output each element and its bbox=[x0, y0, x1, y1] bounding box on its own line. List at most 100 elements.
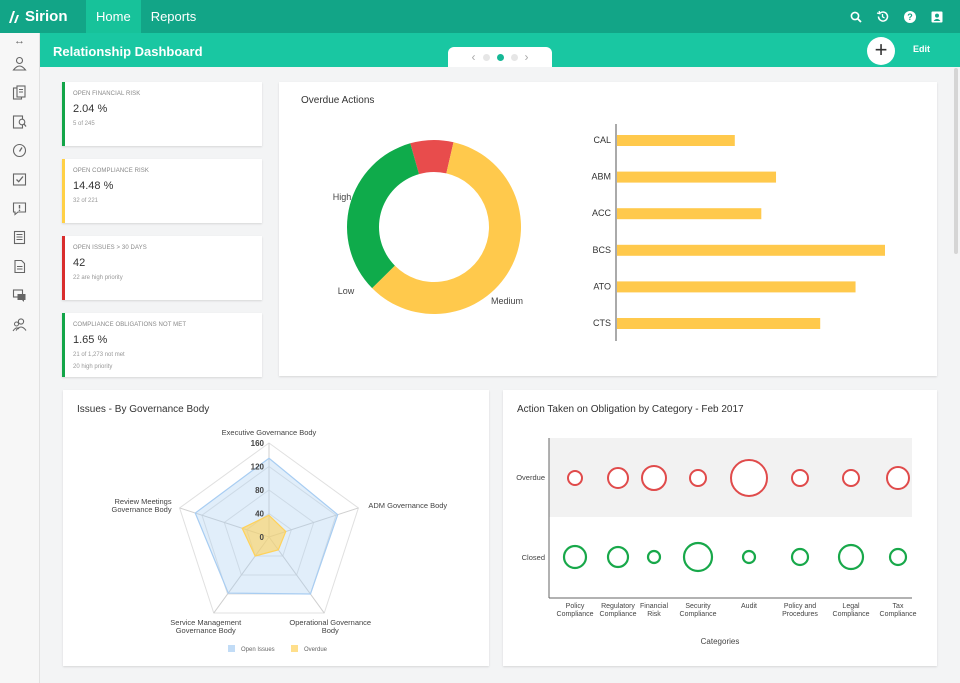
bar-category-label: BCS bbox=[592, 245, 611, 255]
overdue-actions-chart: High Medium Low CAL ABM ACC BCS ATO CTS bbox=[333, 124, 885, 341]
overdue-actions-card: Overdue Actions High Medium Low CAL ABM ACC BC… bbox=[279, 82, 937, 376]
radar-axis-label: Governance Body bbox=[112, 505, 172, 514]
kpi-accent bbox=[62, 82, 65, 146]
kpi-label: OPEN COMPLIANCE RISK bbox=[73, 168, 150, 174]
kpi-label: COMPLIANCE OBLIGATIONS NOT MET bbox=[73, 322, 187, 328]
bar-abm bbox=[617, 171, 777, 183]
contracts-icon[interactable] bbox=[0, 78, 39, 107]
category-label: Financial bbox=[640, 603, 668, 610]
kpi-label: OPEN FINANCIAL RISK bbox=[73, 91, 141, 97]
kpi-card-obligations[interactable]: COMPLIANCE OBLIGATIONS NOT MET 1.65 % 21… bbox=[62, 313, 262, 377]
page-header: Relationship Dashboard ‹ › + Edit bbox=[40, 33, 960, 67]
bar-bcs bbox=[617, 244, 885, 256]
kpi-card-financial-risk[interactable]: OPEN FINANCIAL RISK 2.04 % 5 of 245 bbox=[62, 82, 262, 146]
pager-prev-icon[interactable]: ‹ bbox=[471, 50, 476, 64]
pager-dot[interactable] bbox=[510, 53, 518, 61]
bubble-closed bbox=[790, 547, 810, 567]
pager-dot[interactable] bbox=[482, 53, 490, 61]
bubble-overdue bbox=[730, 459, 768, 497]
add-widget-button[interactable]: + bbox=[867, 37, 895, 65]
sirion-logo-icon bbox=[9, 10, 19, 23]
kpi-value: 14.48 % bbox=[73, 180, 114, 192]
history-icon[interactable] bbox=[869, 10, 896, 23]
expand-sidebar-icon[interactable]: ↔ bbox=[14, 35, 25, 47]
category-label: Policy and bbox=[784, 603, 816, 610]
bar-ato bbox=[617, 281, 856, 293]
document-icon[interactable] bbox=[0, 252, 39, 281]
bubble-closed bbox=[562, 544, 588, 570]
bar-category-label: CAL bbox=[593, 135, 611, 145]
category-label: Audit bbox=[741, 603, 757, 610]
sidebar: ↔ bbox=[0, 33, 40, 683]
legend-swatch bbox=[291, 645, 298, 652]
bar-category-label: ABM bbox=[591, 172, 611, 182]
legend-label: Overdue bbox=[304, 647, 328, 653]
kpi-accent bbox=[62, 313, 65, 377]
bubble-closed bbox=[741, 549, 757, 565]
bar-category-label: ATO bbox=[593, 281, 611, 291]
bubble-overdue bbox=[641, 465, 667, 491]
kpi-value: 2.04 % bbox=[73, 103, 108, 115]
category-label: Compliance bbox=[833, 611, 870, 618]
pager-next-icon[interactable]: › bbox=[524, 50, 529, 64]
radar-axis-label: Review Meetings bbox=[114, 497, 171, 506]
donut-label: Low bbox=[338, 286, 355, 296]
kpi-card-open-issues[interactable]: OPEN ISSUES > 30 DAYS 42 22 are high pri… bbox=[62, 236, 262, 300]
donut-label: High bbox=[333, 192, 352, 202]
legend-swatch bbox=[228, 645, 235, 652]
donut-slice-medium bbox=[372, 142, 521, 314]
radar-axis-label: Governance Body bbox=[176, 626, 236, 635]
radar-series-overdue bbox=[241, 514, 287, 557]
category-label: Procedures bbox=[782, 611, 818, 618]
sirion-logo[interactable]: Sirion bbox=[0, 0, 86, 33]
scrollbar[interactable] bbox=[954, 68, 958, 254]
bubble-overdue bbox=[791, 469, 809, 487]
kpi-sub: 22 are high priority bbox=[73, 275, 123, 281]
overdue-actions-title: Overdue Actions bbox=[301, 95, 375, 106]
radar-tick-label: 160 bbox=[251, 439, 265, 448]
category-label: Policy bbox=[566, 603, 585, 610]
search-icon[interactable] bbox=[842, 11, 869, 23]
kpi-value: 1.65 % bbox=[73, 334, 108, 346]
invoice-icon[interactable] bbox=[0, 223, 39, 252]
donut-slice-low bbox=[347, 143, 419, 289]
bar-category-label: ACC bbox=[592, 208, 612, 218]
help-icon[interactable]: ? bbox=[896, 10, 923, 23]
alert-icon[interactable] bbox=[0, 194, 39, 223]
kpi-sub: 5 of 245 bbox=[73, 121, 95, 127]
bubble-closed bbox=[606, 545, 630, 569]
row-label: Closed bbox=[522, 553, 545, 562]
pager-dot-active[interactable] bbox=[496, 53, 504, 61]
user-icon[interactable] bbox=[0, 49, 39, 78]
user-profile-icon[interactable] bbox=[923, 11, 950, 23]
speedometer-icon[interactable] bbox=[0, 136, 39, 165]
kpi-sub-secondary: 20 high priority bbox=[73, 364, 113, 370]
kpi-label: OPEN ISSUES > 30 DAYS bbox=[73, 245, 147, 251]
category-label: Compliance bbox=[557, 611, 594, 618]
checklist-icon[interactable] bbox=[0, 165, 39, 194]
search-document-icon[interactable] bbox=[0, 107, 39, 136]
radar-tick-label: 0 bbox=[260, 533, 265, 542]
radar-tick-label: 40 bbox=[255, 510, 264, 519]
bubble-closed bbox=[646, 549, 662, 565]
kpi-card-compliance-risk[interactable]: OPEN COMPLIANCE RISK 14.48 % 32 of 221 bbox=[62, 159, 262, 223]
governance-title: Issues - By Governance Body bbox=[77, 404, 210, 415]
tab-reports[interactable]: Reports bbox=[150, 9, 197, 24]
category-label: Compliance bbox=[600, 611, 637, 618]
edit-button[interactable]: Edit bbox=[913, 44, 930, 54]
people-icon[interactable] bbox=[0, 310, 39, 339]
radar-tick-label: 120 bbox=[251, 463, 265, 472]
bar-cts bbox=[617, 318, 821, 329]
category-label: Legal bbox=[842, 603, 860, 610]
radar-axis-label: Operational Governance bbox=[289, 618, 371, 627]
kpi-sub: 32 of 221 bbox=[73, 198, 99, 204]
bar-acc bbox=[617, 208, 762, 220]
chat-icon[interactable] bbox=[0, 281, 39, 310]
kpi-value: 42 bbox=[73, 257, 86, 269]
tab-home[interactable]: Home bbox=[86, 0, 141, 33]
row-label: Overdue bbox=[516, 473, 545, 482]
app-name: Sirion bbox=[25, 8, 68, 25]
svg-text:?: ? bbox=[907, 12, 913, 22]
bar-category-label: CTS bbox=[593, 318, 611, 328]
top-navbar: Sirion Home Reports ? bbox=[0, 0, 960, 33]
